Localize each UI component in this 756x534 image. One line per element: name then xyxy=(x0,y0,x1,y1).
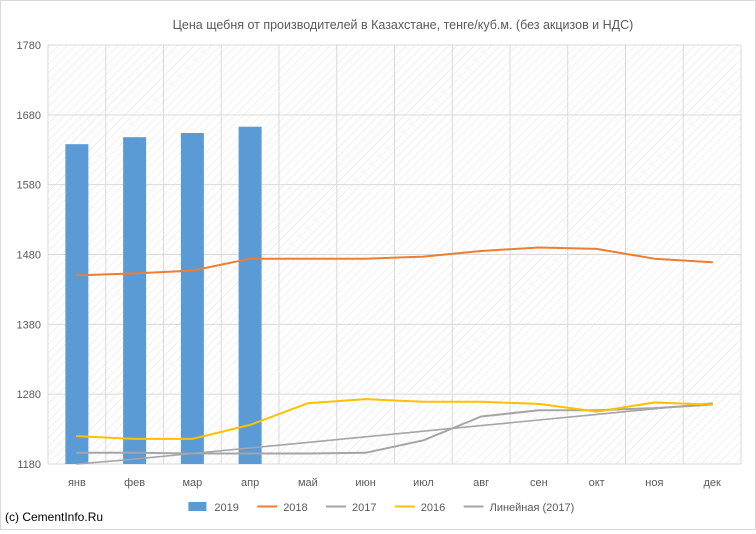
legend-item: 2016 xyxy=(394,502,445,514)
credit-text: (c) CementInfo.Ru xyxy=(5,510,104,524)
legend-item: Линейная (2017) xyxy=(463,502,575,514)
x-tick-label: апр xyxy=(241,477,259,489)
legend-label: 2019 xyxy=(214,502,238,514)
x-tick-label: фев xyxy=(124,477,145,489)
bar-2019 xyxy=(180,132,204,465)
legend-item: 2019 xyxy=(188,502,239,514)
x-tick-label: ноя xyxy=(645,477,663,489)
x-tick-label: янв xyxy=(68,477,86,489)
legend-item: 2018 xyxy=(257,502,308,514)
y-tick-label: 1180 xyxy=(17,459,41,471)
x-tick-label: мар xyxy=(182,477,202,489)
y-axis: 1180 1280 1380 1480 1580 1680 1780 xyxy=(17,40,41,471)
bars-2019 xyxy=(65,126,262,465)
y-tick-label: 1580 xyxy=(17,180,41,192)
trendline-2017 xyxy=(76,402,713,465)
x-tick-label: дек xyxy=(703,477,721,489)
legend-label: 2016 xyxy=(421,502,445,514)
legend-label: 2017 xyxy=(352,502,376,514)
x-tick-label: авг xyxy=(473,477,489,489)
x-tick-label: окт xyxy=(589,477,605,489)
y-tick-label: 1680 xyxy=(17,110,41,122)
x-tick-label: июн xyxy=(355,477,375,489)
line-2016 xyxy=(75,398,714,440)
chart-title: Цена щебня от производителей в Казахстан… xyxy=(173,18,634,32)
line-2018 xyxy=(75,246,714,277)
legend-label: 2018 xyxy=(283,502,307,514)
y-tick-label: 1780 xyxy=(17,40,41,52)
x-tick-label: сен xyxy=(530,477,548,489)
bar-2019 xyxy=(238,126,262,464)
y-tick-label: 1380 xyxy=(17,319,41,331)
bar-2019 xyxy=(123,137,147,464)
bar-2019 xyxy=(65,144,89,464)
lines xyxy=(75,246,714,465)
y-tick-label: 1480 xyxy=(17,250,41,262)
y-tick-label: 1280 xyxy=(17,389,41,401)
x-tick-label: май xyxy=(298,477,318,489)
legend-label: Линейная (2017) xyxy=(490,502,575,514)
legend-item: 2017 xyxy=(326,502,376,514)
legend: 2019 2018 2017 2016 Линейная (2017) xyxy=(188,502,574,514)
legend-swatch xyxy=(188,502,207,511)
x-axis: янв фев мар апр май июн июл авг сен окт ноя дек xyxy=(68,477,721,489)
x-tick-label: июл xyxy=(413,477,434,489)
